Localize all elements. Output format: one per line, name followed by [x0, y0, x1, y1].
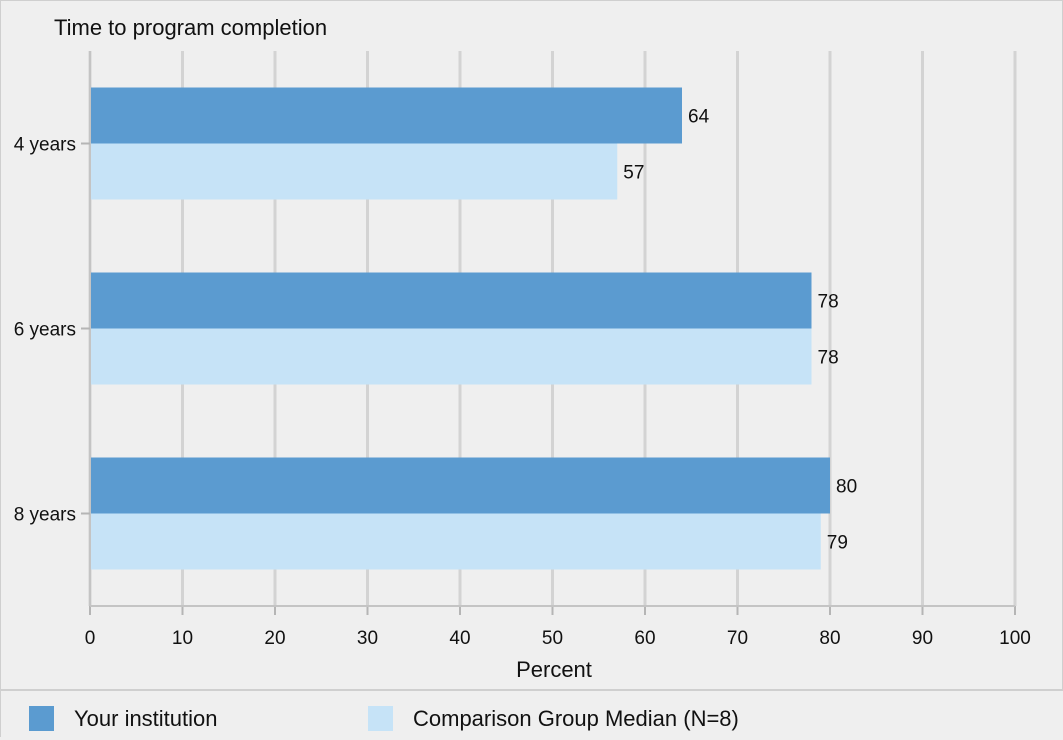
legend-label-comparison-median: Comparison Group Median (N=8) — [413, 706, 739, 731]
x-tick-label-30: 30 — [357, 628, 378, 649]
x-tick-label-70: 70 — [727, 628, 748, 649]
legend-label-your-institution: Your institution — [74, 706, 218, 731]
x-axis-title: Percent — [516, 657, 592, 682]
data-label-comparison-group-median-n-8-6-years: 78 — [818, 348, 839, 369]
bar-your-institution-8-years — [90, 457, 830, 514]
x-tick-label-50: 50 — [542, 628, 563, 649]
data-label-your-institution-6-years: 78 — [818, 292, 839, 313]
data-label-comparison-group-median-n-8-4-years: 57 — [623, 163, 644, 184]
y-tick-label-4-years: 4 years — [14, 135, 76, 156]
x-tick-label-0: 0 — [85, 628, 96, 649]
x-tick-label-40: 40 — [449, 628, 470, 649]
legend-swatch-comparison-median — [368, 706, 393, 731]
legend: Your institution Comparison Group Median… — [1, 689, 1063, 740]
data-label-your-institution-4-years: 64 — [688, 107, 710, 128]
y-tick-label-8-years: 8 years — [14, 505, 76, 526]
bars — [90, 87, 830, 570]
x-tick-label-20: 20 — [264, 628, 285, 649]
bar-chart: Time to program completion 645778788079 … — [14, 15, 1031, 682]
data-labels: 64 57 78 78 80 79 — [623, 107, 857, 554]
x-tick-label-80: 80 — [819, 628, 840, 649]
bar-your-institution-4-years — [90, 87, 682, 144]
bar-your-institution-6-years — [90, 272, 812, 329]
data-label-comparison-group-median-n-8-8-years: 79 — [827, 533, 848, 554]
x-tick-label-90: 90 — [912, 628, 933, 649]
x-tick-label-100: 100 — [999, 628, 1031, 649]
data-label-your-institution-8-years: 80 — [836, 477, 857, 498]
bar-comparison-group-median-n-8-8-years — [90, 513, 821, 570]
x-tick-label-10: 10 — [172, 628, 193, 649]
x-tick-label-60: 60 — [634, 628, 655, 649]
y-tick-label-6-years: 6 years — [14, 320, 76, 341]
chart-title: Time to program completion — [54, 15, 327, 40]
axes: 0 10 20 30 40 50 60 70 80 90 100 4 years 6 years 8 ye… — [14, 51, 1031, 649]
bar-comparison-group-median-n-8-4-years — [90, 143, 618, 200]
bar-comparison-group-median-n-8-6-years — [90, 328, 812, 385]
legend-swatch-your-institution — [29, 706, 54, 731]
